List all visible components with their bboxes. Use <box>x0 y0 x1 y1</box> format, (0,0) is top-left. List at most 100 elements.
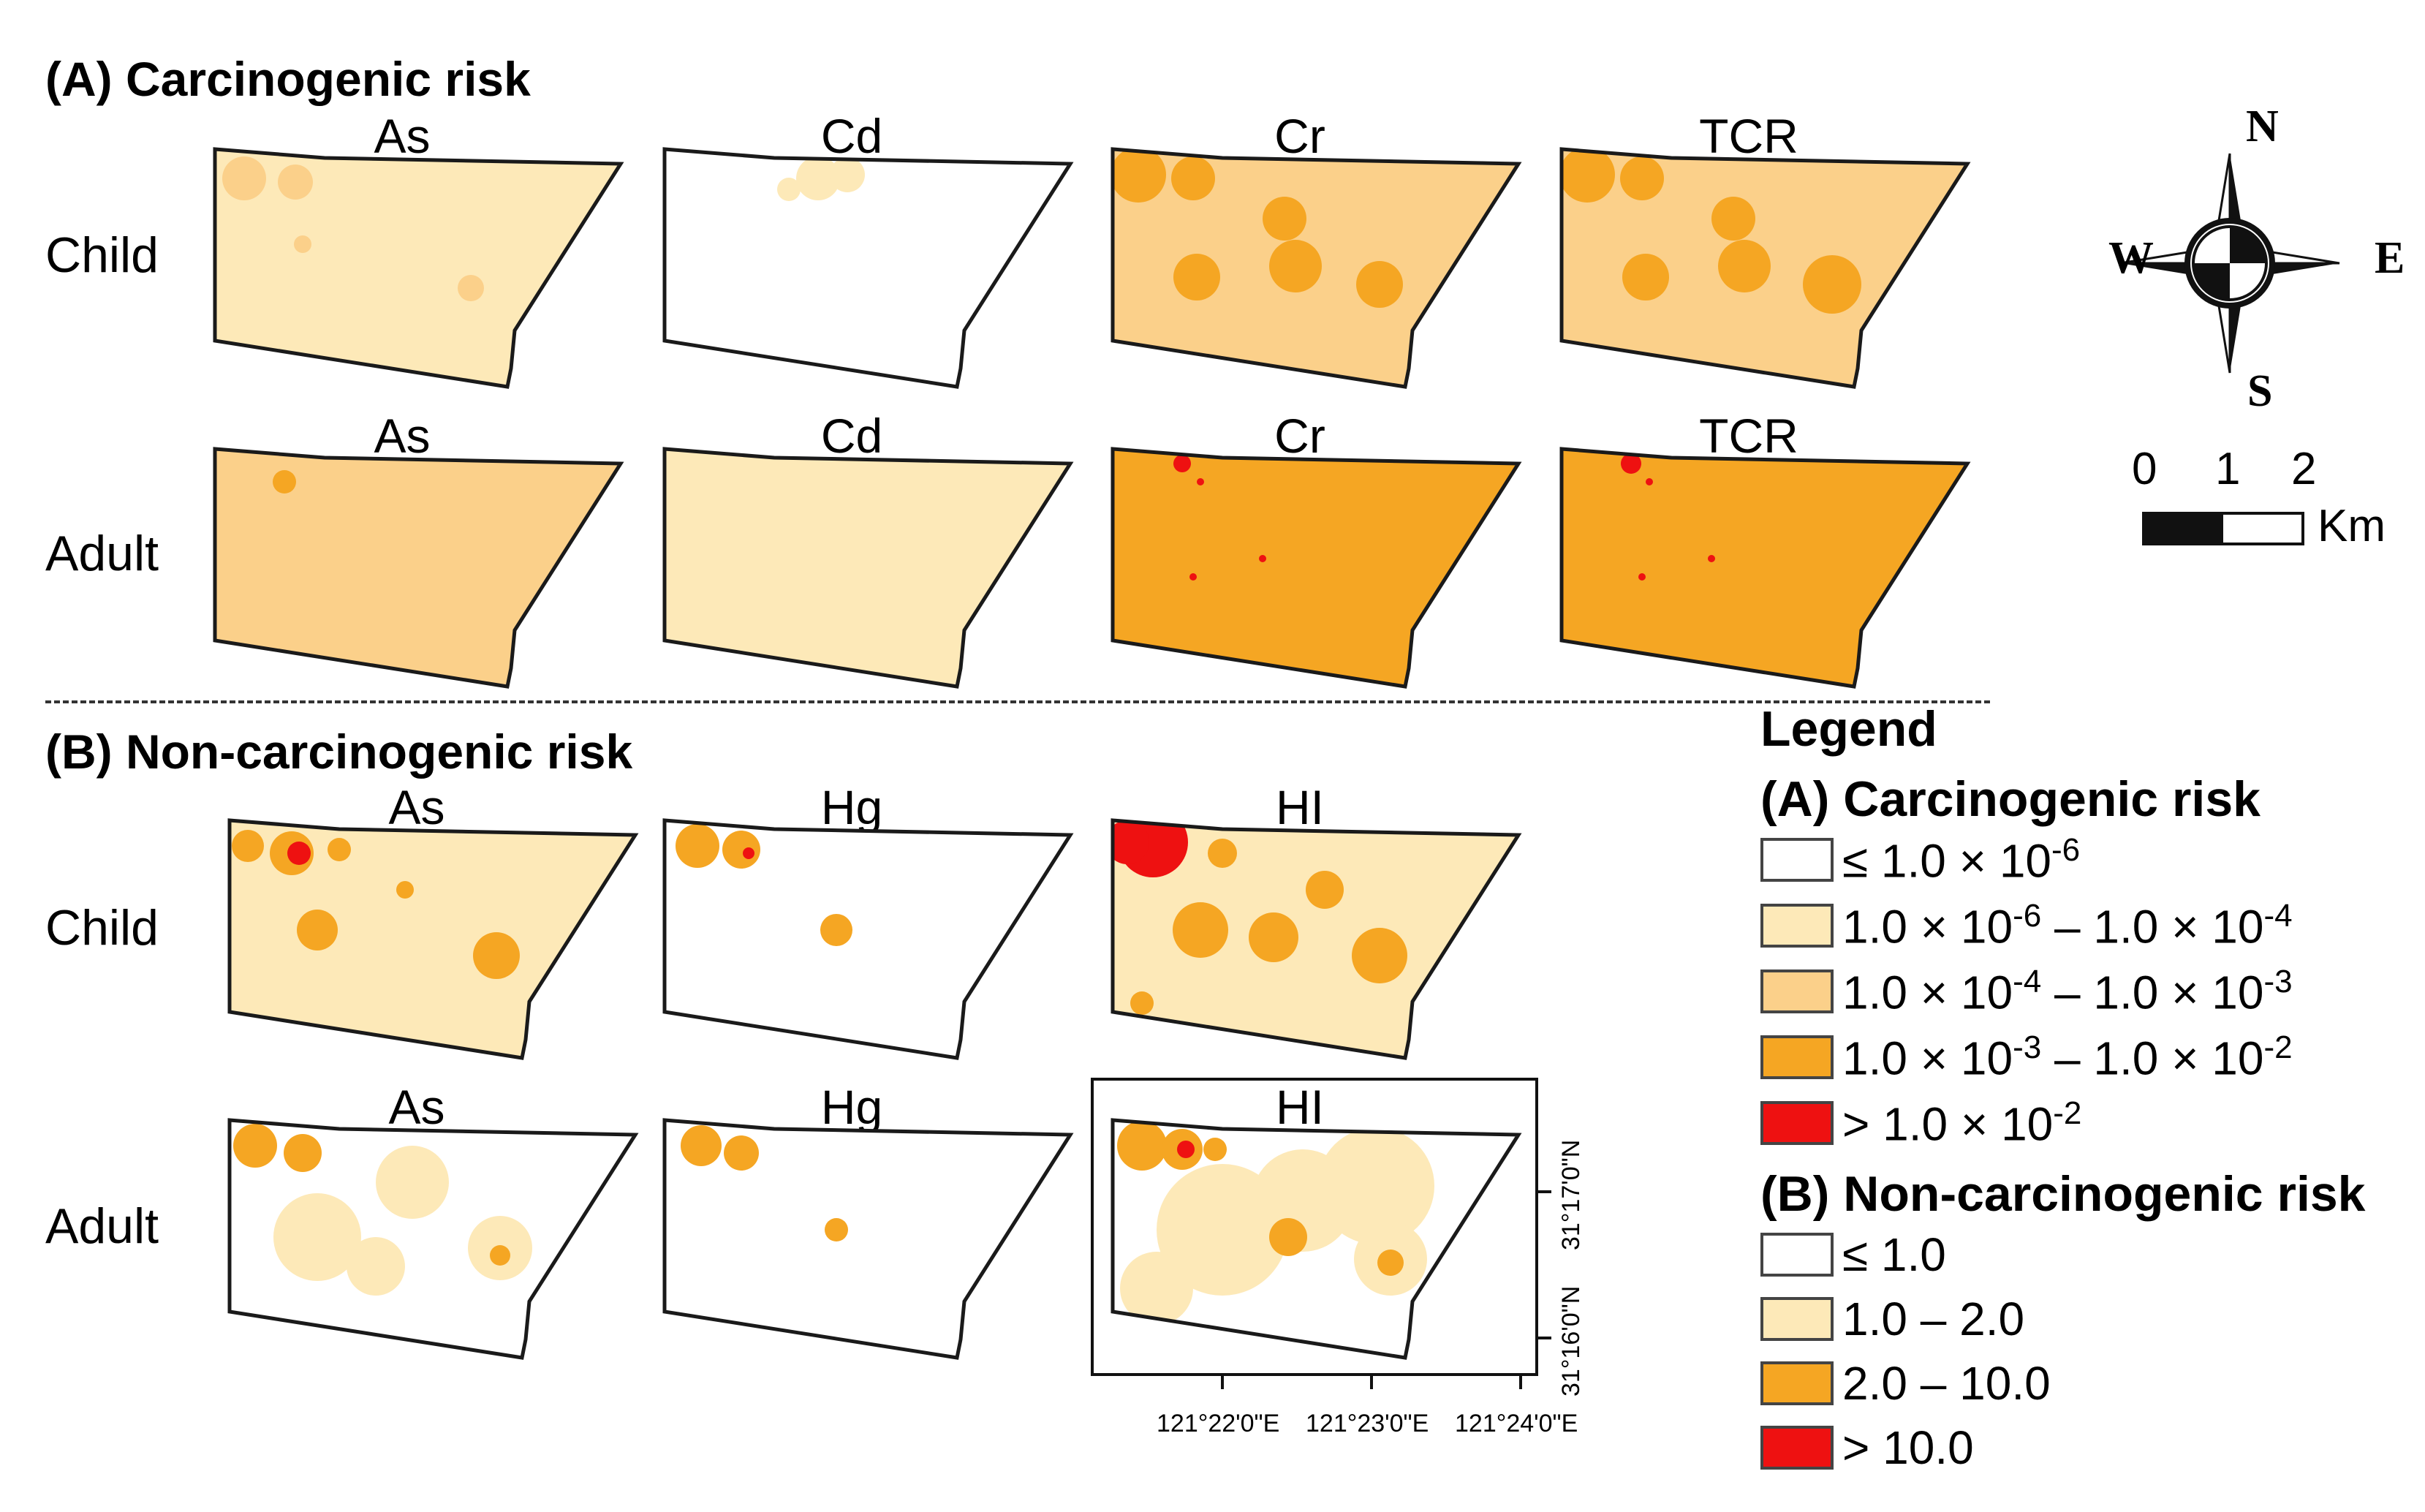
district-shape <box>213 147 624 389</box>
section-a-title: (A) Carcinogenic risk <box>45 52 531 106</box>
district-outline <box>662 147 1074 389</box>
district-shape <box>1111 447 1522 689</box>
risk-hotspot <box>722 831 760 869</box>
risk-hotspot <box>1377 1250 1404 1276</box>
risk-hotspot <box>1638 573 1646 581</box>
risk-base-fill <box>1113 449 1518 687</box>
legend-label: 1.0 × 10-6 – 1.0 × 10-4 <box>1842 897 2293 953</box>
risk-hotspot <box>1173 902 1228 958</box>
risk-hotspot <box>830 157 865 192</box>
risk-hotspot <box>724 1135 759 1171</box>
district-shape <box>1111 818 1522 1060</box>
legend-item: ≤ 1.0 <box>1760 1228 2051 1281</box>
scale-label-2: 2 <box>2291 444 2317 494</box>
row-label-adult-b: Adult <box>45 1198 159 1254</box>
risk-hotspot <box>458 275 484 301</box>
compass-rose-icon <box>2119 153 2340 374</box>
risk-hotspot <box>1352 928 1407 983</box>
map-title: As <box>374 109 431 163</box>
legend-label: 1.0 × 10-3 – 1.0 × 10-2 <box>1842 1029 2293 1085</box>
district-outline <box>1111 818 1522 1060</box>
risk-hotspot <box>1711 197 1755 241</box>
legend-label: ≤ 1.0 × 10-6 <box>1842 831 2081 888</box>
risk-hotspot <box>1622 254 1669 300</box>
risk-hotspot <box>1113 149 1166 203</box>
risk-base-fill <box>230 820 635 1058</box>
risk-hotspot <box>1117 1121 1167 1171</box>
legend-group-a: ≤ 1.0 × 10-6 1.0 × 10-6 – 1.0 × 10-4 1.0 ×… <box>1760 831 2293 1163</box>
risk-hotspot <box>681 1125 722 1166</box>
risk-base-fill <box>1113 820 1518 1058</box>
legend-label: 2.0 – 10.0 <box>1842 1357 2051 1410</box>
risk-hotspot <box>796 156 840 200</box>
compass-e: E <box>2375 233 2405 283</box>
risk-hotspot <box>222 156 266 200</box>
risk-hotspot <box>273 470 296 494</box>
risk-hotspot <box>273 1193 361 1281</box>
risk-hotspot <box>825 1218 848 1241</box>
risk-base-fill <box>215 449 621 687</box>
district-outline <box>227 1118 639 1360</box>
map-title: Cr <box>1274 409 1325 463</box>
legend-swatch <box>1760 1101 1834 1145</box>
district-shape <box>1111 147 1522 389</box>
legend-label: ≤ 1.0 <box>1842 1228 1946 1281</box>
district-outline <box>1111 447 1522 689</box>
risk-hotspot <box>777 178 801 201</box>
risk-hotspot <box>820 914 852 946</box>
risk-hotspot <box>1130 991 1154 1015</box>
scale-label-0: 0 <box>2132 444 2157 494</box>
legend-item: 1.0 × 10-4 – 1.0 × 10-3 <box>1760 963 2293 1019</box>
risk-hotspot <box>287 842 311 865</box>
district-outline <box>227 818 639 1060</box>
lon-tick-2: 121°23'0"E <box>1306 1410 1429 1437</box>
map-title: TCR <box>1699 109 1798 163</box>
risk-base-fill <box>215 149 621 387</box>
risk-hotspot <box>1173 455 1191 472</box>
scale-bar <box>2142 512 2304 545</box>
risk-hotspot <box>676 824 719 868</box>
district-shape <box>1111 1118 1522 1360</box>
hi-adult-frame <box>1091 1078 1538 1376</box>
risk-hotspot <box>278 165 313 200</box>
risk-base-fill <box>665 449 1070 687</box>
legend-item: > 1.0 × 10-2 <box>1760 1095 2293 1150</box>
risk-hotspot <box>1646 478 1653 485</box>
risk-hotspot <box>1708 555 1715 562</box>
risk-hotspot <box>1269 240 1322 292</box>
risk-hotspot <box>1208 839 1237 868</box>
risk-base-fill <box>1562 449 1967 687</box>
legend-swatch <box>1760 838 1834 882</box>
legend-swatch <box>1760 904 1834 948</box>
risk-hotspot <box>232 830 264 862</box>
risk-hotspot <box>473 932 520 979</box>
district-shape <box>662 1118 1074 1360</box>
legend-item: ≤ 1.0 × 10-6 <box>1760 831 2293 888</box>
district-outline <box>1111 1118 1522 1360</box>
risk-hotspot <box>1269 1218 1307 1256</box>
risk-hotspot <box>1197 478 1204 485</box>
legend-title: Legend <box>1760 701 1937 757</box>
risk-hotspot <box>1203 1138 1227 1161</box>
map-title: Hg <box>820 1080 883 1134</box>
map-title: Cd <box>820 109 883 163</box>
risk-hotspot <box>743 847 754 859</box>
risk-hotspot <box>1189 573 1197 581</box>
risk-hotspot <box>284 1134 322 1172</box>
risk-hotspot <box>1263 197 1306 241</box>
legend-label: > 10.0 <box>1842 1421 1974 1474</box>
risk-hotspot <box>347 1237 405 1296</box>
risk-base-fill <box>665 149 1070 387</box>
risk-base-fill <box>665 820 1070 1058</box>
legend-swatch <box>1760 1297 1834 1341</box>
scale-unit: Km <box>2318 501 2386 551</box>
scale-label-1: 1 <box>2215 444 2241 494</box>
legend-label: 1.0 × 10-4 – 1.0 × 10-3 <box>1842 963 2293 1019</box>
risk-hotspot <box>1173 254 1220 300</box>
row-label-child-a: Child <box>45 227 159 283</box>
risk-hotspot <box>376 1146 449 1219</box>
risk-hotspot <box>297 910 338 950</box>
map-title: HI <box>1276 780 1324 834</box>
risk-hotspot <box>1356 261 1403 308</box>
